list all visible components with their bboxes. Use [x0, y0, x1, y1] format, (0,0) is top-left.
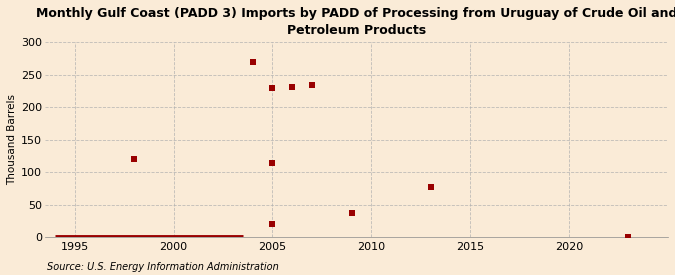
Point — [306, 82, 317, 87]
Point — [287, 84, 298, 89]
Point — [247, 60, 258, 64]
Point — [425, 185, 436, 189]
Point — [267, 160, 278, 165]
Point — [267, 222, 278, 227]
Point — [623, 235, 634, 239]
Point — [129, 157, 140, 161]
Y-axis label: Thousand Barrels: Thousand Barrels — [7, 94, 17, 185]
Title: Monthly Gulf Coast (PADD 3) Imports by PADD of Processing from Uruguay of Crude : Monthly Gulf Coast (PADD 3) Imports by P… — [36, 7, 675, 37]
Text: Source: U.S. Energy Information Administration: Source: U.S. Energy Information Administ… — [47, 262, 279, 272]
Point — [267, 86, 278, 90]
Point — [287, 84, 298, 89]
Point — [346, 210, 357, 215]
